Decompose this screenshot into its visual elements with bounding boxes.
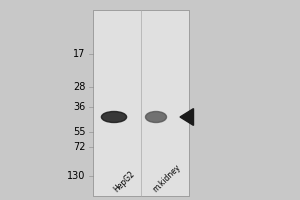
Text: 72: 72 bbox=[73, 142, 85, 152]
Text: HepG2: HepG2 bbox=[112, 169, 137, 194]
Ellipse shape bbox=[101, 112, 127, 122]
Text: 17: 17 bbox=[73, 49, 86, 59]
Ellipse shape bbox=[146, 112, 167, 122]
Text: 36: 36 bbox=[73, 102, 86, 112]
Text: m.kidney: m.kidney bbox=[151, 163, 182, 194]
Polygon shape bbox=[180, 109, 194, 125]
Text: 130: 130 bbox=[67, 171, 86, 181]
Text: 28: 28 bbox=[73, 82, 86, 92]
Text: 55: 55 bbox=[73, 127, 85, 137]
FancyBboxPatch shape bbox=[93, 10, 189, 196]
